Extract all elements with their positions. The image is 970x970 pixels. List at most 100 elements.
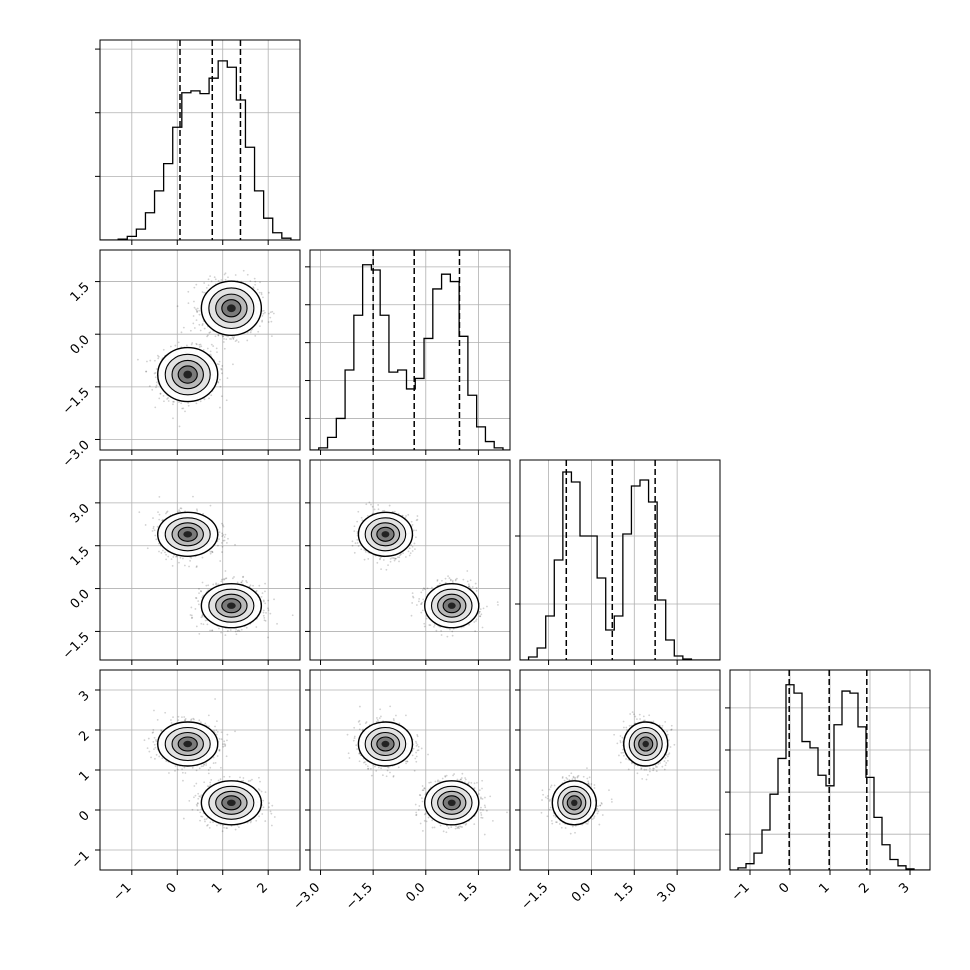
scatter-point [391, 557, 393, 559]
scatter-point [449, 628, 451, 631]
scatter-point [253, 277, 256, 280]
scatter-point [237, 341, 240, 343]
scatter-point [172, 417, 174, 420]
scatter-point [200, 345, 203, 348]
scatter-point [167, 400, 170, 402]
scatter-point [145, 370, 147, 373]
scatter-point [180, 331, 183, 334]
scatter-point [199, 343, 202, 346]
scatter-point [360, 516, 363, 519]
scatter-point [156, 525, 159, 528]
scatter-point [190, 556, 193, 559]
scatter-point [172, 400, 174, 403]
scatter-point [271, 310, 274, 313]
scatter-point [201, 614, 204, 617]
scatter-point [209, 350, 212, 353]
scatter-point [220, 578, 223, 581]
scatter-point [258, 291, 261, 294]
scatter-point [471, 586, 474, 588]
scatter-point [178, 425, 181, 428]
scatter-point [199, 329, 202, 332]
scatter-point [364, 550, 367, 553]
scatter-point [169, 345, 172, 348]
scatter-point [178, 561, 180, 564]
scatter-point [451, 630, 454, 633]
scatter-point [424, 588, 426, 591]
scatter-point [209, 353, 212, 356]
scatter-point [254, 280, 257, 283]
panel-1-0 [95, 249, 301, 455]
scatter-point [206, 623, 209, 626]
scatter-point [188, 565, 190, 568]
scatter-point [162, 348, 165, 351]
scatter-point [178, 509, 180, 512]
scatter-point [231, 336, 234, 338]
scatter-point [155, 368, 158, 370]
scatter-point [201, 556, 204, 559]
scatter-point [157, 357, 160, 360]
scatter-point [388, 504, 391, 507]
scatter-point [353, 530, 356, 533]
scatter-point [230, 338, 233, 340]
scatter-point [173, 400, 175, 403]
scatter-point [199, 400, 202, 403]
scatter-point [210, 343, 213, 346]
scatter-point [146, 360, 148, 363]
scatter-point [174, 344, 177, 347]
scatter-point [383, 509, 386, 512]
histogram-1 [310, 264, 510, 450]
scatter-point [217, 334, 220, 336]
scatter-point [217, 583, 220, 586]
scatter-point [227, 537, 229, 540]
scatter-point [415, 604, 418, 606]
scatter-point [259, 281, 261, 284]
scatter-point [227, 335, 229, 338]
scatter-point [234, 340, 237, 343]
scatter-point [187, 404, 190, 407]
scatter-point [161, 549, 164, 552]
scatter-point [157, 355, 160, 358]
scatter-point [260, 291, 263, 294]
scatter-point [167, 555, 170, 558]
scatter-point [231, 577, 234, 580]
scatter-point [351, 540, 354, 543]
scatter-point [417, 600, 420, 603]
scatter-point [223, 578, 226, 581]
scatter-point [221, 334, 224, 337]
scatter-point [151, 388, 154, 391]
scatter-point [202, 512, 205, 515]
scatter-point [415, 536, 417, 539]
scatter-point [440, 634, 443, 636]
panel-2-0 [95, 459, 301, 665]
scatter-point [208, 331, 211, 334]
scatter-point [215, 583, 217, 586]
scatter-point [246, 339, 249, 342]
scatter-point [467, 583, 470, 586]
scatter-point [158, 495, 161, 498]
scatter-point [222, 341, 225, 343]
scatter-point [151, 530, 154, 532]
scatter-point [161, 519, 164, 522]
scatter-point [177, 341, 180, 344]
scatter-point [405, 515, 407, 517]
scatter-point [208, 397, 210, 400]
scatter-point [220, 541, 223, 544]
scatter-point [226, 630, 229, 632]
scatter-point [242, 269, 245, 272]
scatter-point [223, 347, 226, 350]
scatter-point [201, 615, 204, 618]
panel-1-1 [305, 249, 511, 455]
panel-frame-1-1 [309, 249, 511, 451]
scatter-point [225, 399, 228, 402]
scatter-point [236, 630, 239, 632]
scatter-point [212, 345, 215, 347]
scatter-point [363, 558, 366, 561]
scatter-point [423, 625, 426, 628]
scatter-point [222, 524, 224, 527]
scatter-point [252, 584, 254, 587]
scatter-point [393, 557, 396, 560]
scatter-point [149, 359, 152, 362]
scatter-point [211, 629, 213, 632]
scatter-point [217, 363, 220, 366]
